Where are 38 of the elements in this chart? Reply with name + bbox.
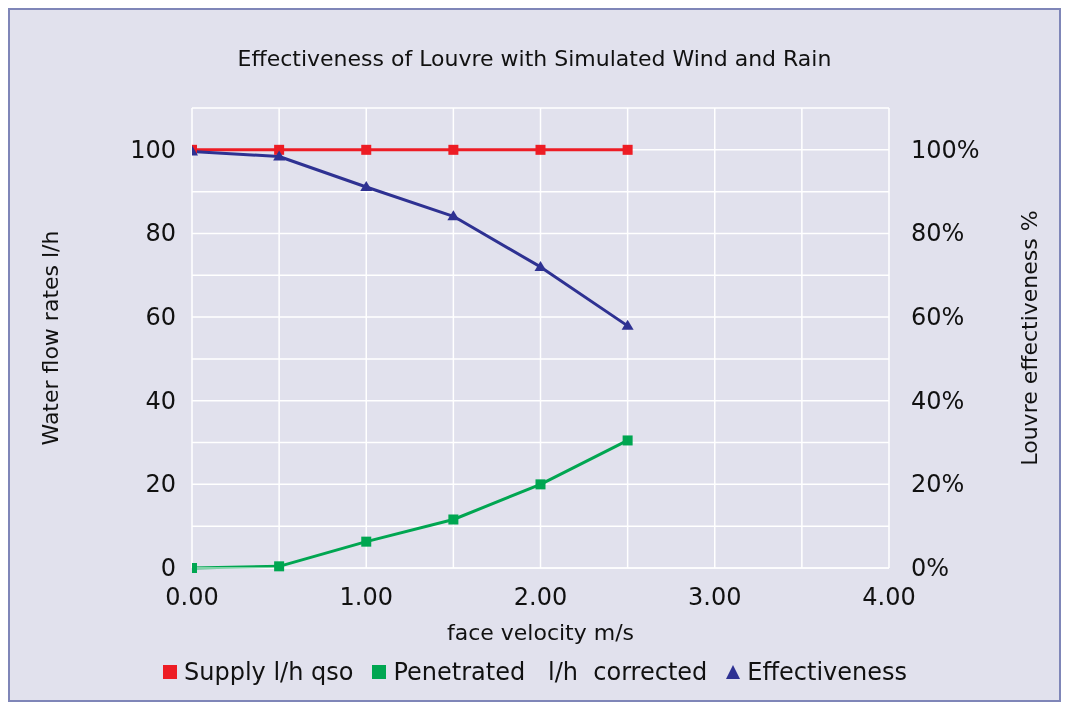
point — [360, 181, 373, 192]
point — [361, 536, 372, 547]
y2-tick-label: 20% — [911, 470, 965, 499]
y2-tick-label: 40% — [911, 386, 965, 415]
y-tick-label: 40 — [145, 386, 176, 415]
legend-label: Supply l/h qso — [182, 658, 354, 686]
x-tick-label: 4.00 — [862, 583, 916, 612]
point — [448, 514, 459, 525]
y-tick-label: 100 — [130, 135, 176, 164]
y2-tick-label: 100% — [911, 135, 980, 164]
point — [622, 435, 633, 446]
y2-tick-label: 80% — [911, 219, 965, 248]
y-tick-label: 20 — [145, 470, 176, 499]
y2-axis-title: Louvre effectiveness % — [1016, 210, 1042, 466]
y-tick-label: 60 — [145, 303, 176, 332]
point — [534, 260, 547, 271]
point — [273, 150, 286, 161]
point — [361, 144, 372, 155]
point — [274, 561, 285, 572]
x-tick-label: 0.00 — [165, 583, 219, 612]
x-tick-label: 3.00 — [688, 583, 742, 612]
y-axis-title: Water flow rates l/h — [37, 230, 63, 446]
point — [448, 144, 459, 155]
y2-tick-label: 60% — [911, 303, 965, 332]
point — [535, 144, 546, 155]
y2-tick-label: 0% — [911, 554, 950, 582]
point — [621, 319, 634, 330]
point — [447, 210, 460, 221]
legend-label: Effectiveness — [746, 658, 908, 686]
x-tick-label: 2.00 — [513, 583, 568, 612]
legend-label: Penetrated l/h corrected — [392, 658, 708, 686]
y-tick-label: 80 — [145, 219, 176, 248]
y-tick-label: 0 — [160, 554, 176, 582]
x-axis-title: face velocity m/s — [446, 620, 635, 645]
point — [535, 479, 546, 490]
chart-title: Effectiveness of Louvre with Simulated Wind and Rain — [236, 45, 833, 73]
x-tick-label: 1.00 — [339, 583, 393, 612]
point — [622, 144, 633, 155]
